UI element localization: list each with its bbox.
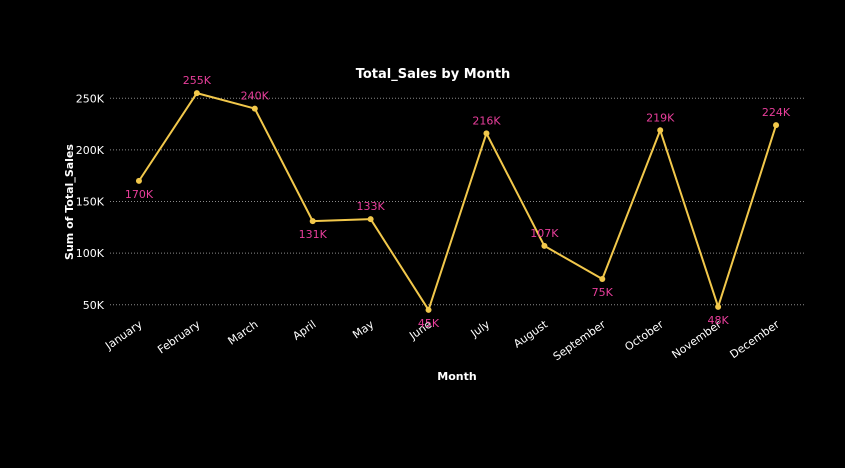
series-total-sales bbox=[135, 90, 780, 313]
y-tick-label: 150K bbox=[76, 196, 105, 209]
x-tick-label: July bbox=[468, 318, 493, 341]
x-tick-label: September bbox=[551, 318, 609, 364]
data-label: 255K bbox=[183, 74, 212, 87]
data-point[interactable] bbox=[425, 306, 432, 313]
x-tick-label: March bbox=[226, 318, 261, 348]
x-axis-ticks: January February March April May June July Augu… bbox=[102, 317, 782, 363]
data-point[interactable] bbox=[715, 303, 722, 310]
data-label: 131K bbox=[299, 228, 328, 241]
data-label: 48K bbox=[708, 314, 730, 327]
data-point[interactable] bbox=[193, 90, 200, 97]
x-tick-label: February bbox=[155, 318, 203, 357]
data-point[interactable] bbox=[251, 105, 258, 112]
y-tick-label: 50K bbox=[83, 299, 105, 312]
data-point[interactable] bbox=[483, 130, 490, 137]
data-label: 75K bbox=[592, 286, 614, 299]
x-tick-label: August bbox=[511, 317, 551, 350]
x-tick-label: December bbox=[728, 318, 783, 362]
x-axis-title: Month bbox=[437, 370, 476, 383]
x-tick-label: April bbox=[290, 318, 318, 343]
x-tick-label: January bbox=[102, 318, 145, 353]
data-label: 224K bbox=[762, 106, 791, 119]
chart-title: Total_Sales by Month bbox=[356, 67, 511, 82]
y-axis-title: Sum of Total_Sales bbox=[63, 144, 76, 260]
data-label: 107K bbox=[530, 227, 559, 240]
data-labels: 170K 255K 240K 131K 133K 45K 216K 107K 75K 219K 48… bbox=[125, 74, 791, 330]
data-label: 240K bbox=[241, 90, 270, 103]
data-label: 133K bbox=[357, 200, 386, 213]
x-tick-label: October bbox=[622, 318, 666, 354]
data-point[interactable] bbox=[309, 218, 316, 225]
data-point[interactable] bbox=[657, 127, 664, 134]
data-label: 45K bbox=[418, 317, 440, 330]
data-label: 219K bbox=[646, 111, 675, 124]
x-tick-label: May bbox=[350, 318, 376, 342]
data-label: 216K bbox=[472, 114, 501, 127]
y-tick-label: 250K bbox=[76, 92, 105, 105]
y-axis-ticks: 50K 100K 150K 200K 250K bbox=[76, 92, 105, 312]
series-line bbox=[138, 92, 777, 311]
data-point[interactable] bbox=[773, 122, 780, 129]
data-point[interactable] bbox=[599, 275, 606, 282]
data-point[interactable] bbox=[541, 242, 548, 249]
data-label: 170K bbox=[125, 188, 154, 201]
y-tick-label: 200K bbox=[76, 144, 105, 157]
y-tick-label: 100K bbox=[76, 247, 105, 260]
gridlines bbox=[110, 97, 805, 306]
data-point[interactable] bbox=[135, 177, 142, 184]
data-point[interactable] bbox=[367, 216, 374, 223]
